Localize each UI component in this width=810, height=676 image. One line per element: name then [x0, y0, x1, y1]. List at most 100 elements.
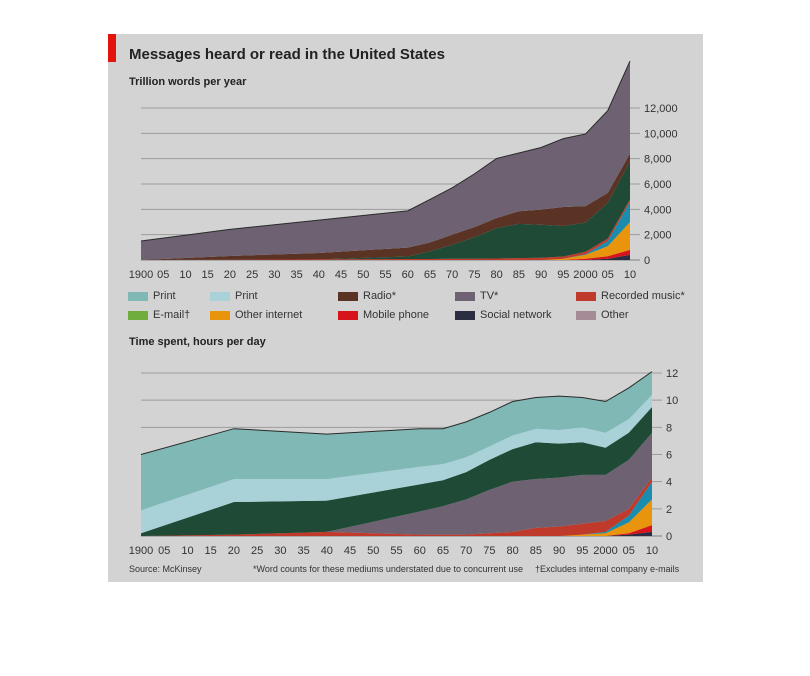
y-tick-label: 4,000 — [644, 204, 672, 216]
legend-swatch — [128, 291, 148, 301]
x-tick-label: 40 — [321, 545, 333, 557]
legend-item: E-mail† — [128, 309, 190, 321]
area-series-5 — [141, 161, 630, 260]
area-series-6 — [141, 406, 652, 536]
brand-red-bar — [108, 34, 116, 62]
x-tick-label: 35 — [290, 269, 302, 281]
y-tick-label: 4 — [666, 477, 672, 489]
x-tick-label: 05 — [602, 269, 614, 281]
x-tick-label: 65 — [437, 545, 449, 557]
legend-swatch — [576, 310, 596, 320]
area-series-8 — [141, 371, 652, 511]
x-tick-label: 05 — [157, 269, 169, 281]
x-tick-label: 10 — [646, 545, 658, 557]
legend-label: Print — [153, 290, 176, 302]
legend-label: Mobile phone — [363, 309, 430, 321]
x-tick-label: 85 — [513, 269, 525, 281]
legend-label: E-mail† — [153, 309, 191, 321]
top-chart-subtitle: Trillion words per year — [129, 76, 247, 88]
x-tick-label: 55 — [379, 269, 391, 281]
legend-item: Radio* — [338, 290, 396, 302]
y-tick-label: 8 — [666, 422, 672, 434]
x-tick-label: 05 — [623, 545, 635, 557]
x-tick-label: 10 — [624, 269, 636, 281]
x-tick-label: 90 — [553, 545, 565, 557]
legend-label: Social network — [480, 309, 552, 321]
legend-label: Other — [601, 309, 629, 321]
y-tick-label: 12 — [666, 368, 678, 380]
x-tick-label: 30 — [268, 269, 280, 281]
area-series-2 — [141, 222, 630, 260]
x-tick-label: 25 — [251, 545, 263, 557]
legend-item: Other internet — [210, 309, 302, 321]
x-tick-label: 50 — [357, 269, 369, 281]
x-tick-label: 2000 — [573, 269, 597, 281]
legend-label: TV* — [480, 290, 499, 302]
x-tick-label: 90 — [535, 269, 547, 281]
y-tick-label: 2,000 — [644, 230, 672, 242]
footnote-asterisk: *Word counts for these mediums understat… — [253, 564, 523, 574]
legend-swatch — [128, 310, 148, 320]
x-tick-label: 60 — [414, 545, 426, 557]
x-tick-label: 45 — [344, 545, 356, 557]
y-tick-label: 12,000 — [644, 103, 678, 115]
legend-label: Print — [235, 290, 258, 302]
footnote-dagger: †Excludes internal company e-mails — [535, 564, 680, 574]
legend-swatch — [338, 291, 358, 301]
legend-item: Print — [210, 290, 258, 302]
legend-swatch — [210, 291, 230, 301]
legend-item: Social network — [455, 309, 552, 321]
x-tick-label: 20 — [228, 545, 240, 557]
legend-item: Recorded music* — [576, 290, 685, 302]
x-tick-label: 1900 — [129, 545, 153, 557]
x-tick-label: 2000 — [593, 545, 617, 557]
x-tick-label: 85 — [530, 545, 542, 557]
y-tick-label: 10,000 — [644, 128, 678, 140]
y-tick-label: 10 — [666, 395, 678, 407]
legend-label: Radio* — [363, 290, 397, 302]
x-tick-label: 95 — [557, 269, 569, 281]
legend-swatch — [455, 291, 475, 301]
x-tick-label: 35 — [297, 545, 309, 557]
x-tick-label: 65 — [424, 269, 436, 281]
legend-item: Print — [128, 290, 176, 302]
area-series-7 — [141, 394, 652, 534]
x-tick-label: 15 — [202, 269, 214, 281]
y-tick-label: 6,000 — [644, 179, 672, 191]
legend-label: Recorded music* — [601, 290, 685, 302]
legend-item: Other — [576, 309, 629, 321]
y-tick-label: 6 — [666, 450, 672, 462]
chart-title: Messages heard or read in the United Sta… — [129, 46, 445, 63]
source-note: Source: McKinsey — [129, 564, 202, 574]
x-tick-label: 55 — [390, 545, 402, 557]
area-series-10 — [141, 61, 630, 261]
y-tick-label: 0 — [644, 255, 650, 267]
legend: Print Print Radio* TV* Recorded music* E-mail… — [128, 290, 688, 330]
total-outline — [140, 60, 631, 242]
x-tick-label: 80 — [491, 269, 503, 281]
y-tick-label: 2 — [666, 504, 672, 516]
x-tick-label: 95 — [576, 545, 588, 557]
x-tick-label: 75 — [483, 545, 495, 557]
legend-swatch — [338, 310, 358, 320]
x-tick-label: 10 — [181, 545, 193, 557]
legend-swatch — [455, 310, 475, 320]
x-tick-label: 70 — [460, 545, 472, 557]
x-tick-label: 75 — [468, 269, 480, 281]
legend-swatch — [576, 291, 596, 301]
legend-swatch — [210, 310, 230, 320]
x-tick-label: 20 — [224, 269, 236, 281]
x-tick-label: 30 — [274, 545, 286, 557]
x-tick-label: 15 — [205, 545, 217, 557]
y-tick-label: 8,000 — [644, 154, 672, 166]
legend-item: TV* — [455, 290, 498, 302]
legend-item: Mobile phone — [338, 309, 429, 321]
total-outline — [140, 371, 653, 455]
x-tick-label: 25 — [246, 269, 258, 281]
x-tick-label: 45 — [335, 269, 347, 281]
bottom-chart-subtitle: Time spent, hours per day — [129, 336, 266, 348]
x-tick-label: 05 — [158, 545, 170, 557]
area-series-4 — [141, 199, 630, 260]
